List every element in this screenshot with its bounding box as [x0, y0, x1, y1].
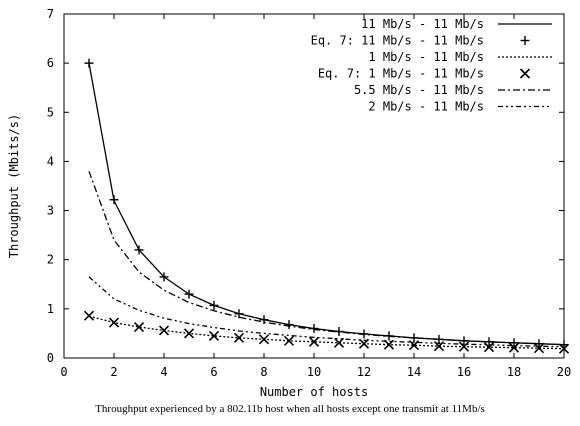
series-line: [88, 276, 565, 348]
x-tick-label: 16: [457, 365, 471, 379]
legend-label: Eq. 7: 1 Mb/s - 11 Mb/s: [318, 67, 484, 81]
x-tick-label: 6: [210, 365, 217, 379]
plus-marker: [259, 315, 269, 325]
legend: 11 Mb/s - 11 Mb/s Eq. 7: 11 Mb/s - 11 Mb/…: [311, 17, 552, 114]
y-tick-label: 0: [47, 351, 54, 365]
legend-item: 2 Mb/s - 11 Mb/s: [368, 100, 552, 114]
y-tick-label: 7: [47, 7, 54, 21]
legend-item: 1 Mb/s - 11 Mb/s: [368, 50, 552, 64]
cross-marker: [508, 342, 520, 353]
legend-item: Eq. 7: 11 Mb/s - 11 Mb/s: [311, 34, 530, 48]
series-layer: [83, 58, 570, 354]
legend-label: 11 Mb/s - 11 Mb/s: [361, 17, 484, 31]
legend-label: 1 Mb/s - 11 Mb/s: [368, 50, 484, 64]
legend-marker: [519, 68, 531, 79]
x-tick-label: 10: [307, 365, 321, 379]
legend-marker: [520, 36, 530, 45]
cross-marker: [133, 321, 145, 333]
cross-marker: [208, 330, 220, 341]
plus-marker: [209, 300, 219, 310]
x-tick-label: 2: [110, 365, 117, 379]
cross-marker: [258, 334, 270, 345]
plus-marker: [309, 324, 319, 334]
cross-marker: [408, 340, 420, 351]
legend-label: Eq. 7: 11 Mb/s - 11 Mb/s: [311, 34, 484, 48]
cross-marker: [533, 343, 545, 354]
legend-item: 11 Mb/s - 11 Mb/s: [361, 17, 552, 31]
series-line: [88, 315, 565, 350]
series-2: [88, 315, 565, 350]
y-tick-label: 2: [47, 253, 54, 267]
legend-label: 5.5 Mb/s - 11 Mb/s: [354, 83, 484, 97]
plus-marker: [109, 195, 119, 205]
series-line: [88, 171, 565, 346]
cross-marker: [158, 325, 170, 336]
plus-marker: [234, 309, 244, 319]
y-tick-label: 5: [47, 105, 54, 119]
x-axis-label: Number of hosts: [260, 385, 368, 399]
series-4: [88, 171, 565, 346]
x-tick-label: 4: [160, 365, 167, 379]
x-tick-label: 12: [357, 365, 371, 379]
plus-marker: [159, 272, 169, 282]
cross-marker: [308, 336, 320, 347]
x-tick-label: 8: [260, 365, 267, 379]
cross-marker: [83, 310, 95, 321]
cross-marker: [283, 335, 295, 346]
legend-item: 5.5 Mb/s - 11 Mb/s: [354, 83, 552, 97]
plot-frame: [63, 13, 565, 359]
series-5: [88, 276, 565, 348]
cross-marker: [233, 332, 245, 343]
legend-item: Eq. 7: 1 Mb/s - 11 Mb/s: [318, 67, 531, 81]
legend-label: 2 Mb/s - 11 Mb/s: [368, 100, 484, 114]
y-tick-label: 4: [47, 154, 54, 168]
cross-marker: [333, 337, 345, 348]
plus-marker: [84, 58, 94, 68]
y-tick-label: 1: [47, 302, 54, 316]
plus-marker: [184, 289, 194, 299]
x-tick-label: 14: [407, 365, 421, 379]
series-line: [88, 62, 565, 346]
y-tick-label: 3: [47, 204, 54, 218]
x-tick-label: 18: [507, 365, 521, 379]
y-tick-label: 6: [47, 56, 54, 70]
plus-marker: [134, 245, 144, 255]
cross-marker: [558, 343, 570, 354]
plus-marker: [284, 320, 294, 330]
y-axis-label: Throughput (Mbits/s): [7, 114, 21, 259]
cross-marker: [108, 317, 120, 328]
series-0: [88, 62, 565, 346]
x-tick-label: 0: [60, 365, 67, 379]
cross-marker: [183, 328, 195, 339]
series-1: [84, 58, 569, 350]
figure-caption: Throughput experienced by a 802.11b host…: [95, 403, 485, 415]
x-tick-label: 20: [557, 365, 571, 379]
